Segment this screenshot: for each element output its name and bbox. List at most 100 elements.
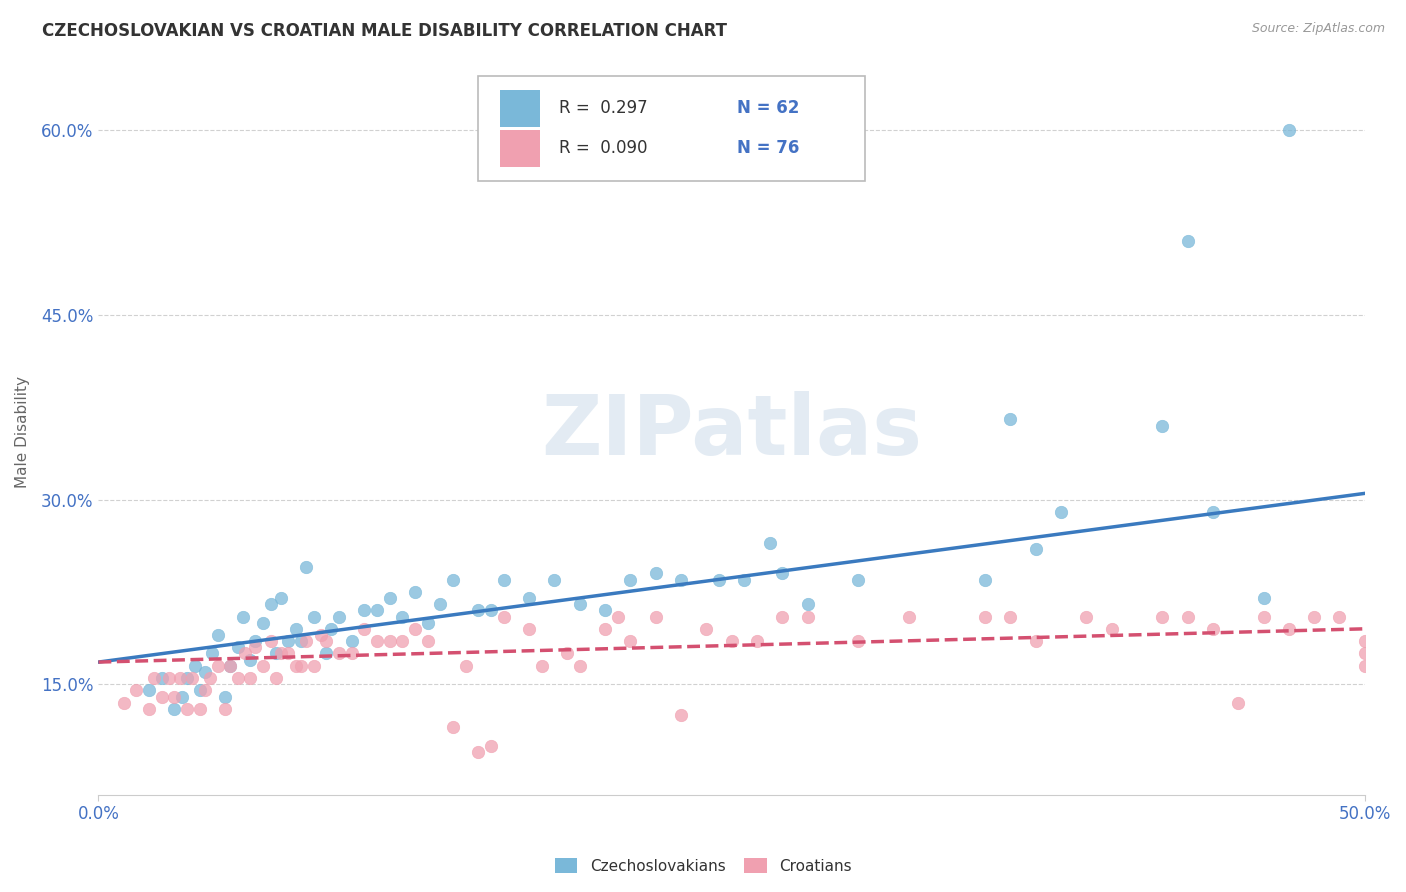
Point (404, 585, 426, 599)
Point (429, 597, 451, 611)
Point (770, 566, 793, 581)
Point (669, 573, 692, 587)
Point (1329, 609, 1351, 624)
Point (353, 622, 375, 636)
Text: N = 76: N = 76 (737, 139, 799, 158)
Point (745, 634, 768, 648)
Text: Source: ZipAtlas.com: Source: ZipAtlas.com (1251, 22, 1385, 36)
Point (260, 634, 283, 648)
Point (277, 634, 299, 648)
Point (138, 702, 160, 716)
Point (245, 634, 267, 648)
Point (1177, 234, 1199, 248)
Point (302, 609, 325, 624)
Point (467, 745, 489, 759)
Point (321, 622, 343, 636)
Point (593, 603, 616, 617)
Point (235, 647, 257, 661)
Point (378, 591, 401, 605)
Point (285, 658, 308, 673)
Point (669, 708, 692, 723)
Point (1202, 622, 1225, 636)
Point (163, 690, 186, 704)
Point (1152, 418, 1174, 433)
Point (517, 622, 540, 636)
Point (245, 640, 267, 655)
Text: CZECHOSLOVAKIAN VS CROATIAN MALE DISABILITY CORRELATION CHART: CZECHOSLOVAKIAN VS CROATIAN MALE DISABIL… (42, 22, 727, 40)
Point (1025, 541, 1047, 556)
Point (315, 634, 337, 648)
Text: R =  0.090: R = 0.090 (560, 139, 648, 158)
Point (252, 615, 274, 630)
Point (1253, 609, 1275, 624)
Point (846, 634, 869, 648)
Point (277, 647, 299, 661)
Point (695, 622, 717, 636)
Point (270, 647, 292, 661)
Point (1152, 609, 1174, 624)
Point (1202, 505, 1225, 519)
Point (219, 658, 242, 673)
Point (1278, 123, 1301, 137)
Point (366, 634, 388, 648)
Point (290, 658, 312, 673)
Point (644, 566, 666, 581)
Point (150, 671, 173, 685)
Point (366, 603, 388, 617)
Point (194, 683, 217, 698)
Point (1025, 634, 1047, 648)
Point (252, 658, 274, 673)
Text: N = 62: N = 62 (737, 100, 799, 118)
Point (163, 702, 186, 716)
Point (340, 647, 363, 661)
Point (260, 597, 283, 611)
Point (707, 573, 730, 587)
Point (796, 597, 818, 611)
Point (353, 603, 375, 617)
FancyBboxPatch shape (478, 76, 865, 181)
Point (517, 591, 540, 605)
Point (593, 622, 616, 636)
Point (239, 652, 262, 666)
Point (315, 647, 337, 661)
Point (232, 609, 254, 624)
Point (543, 573, 565, 587)
Point (270, 591, 292, 605)
Point (1354, 658, 1376, 673)
Point (169, 671, 191, 685)
Point (1253, 591, 1275, 605)
Text: ZIPatlas: ZIPatlas (541, 392, 922, 472)
Point (441, 573, 464, 587)
Point (188, 683, 211, 698)
Point (391, 609, 413, 624)
Point (1303, 609, 1326, 624)
Point (758, 535, 780, 549)
Point (194, 665, 217, 679)
Point (214, 690, 236, 704)
Point (796, 609, 818, 624)
Point (112, 696, 135, 710)
Point (404, 622, 426, 636)
Point (125, 683, 148, 698)
Point (207, 628, 229, 642)
Point (1227, 696, 1250, 710)
Point (467, 603, 489, 617)
Point (176, 702, 198, 716)
Point (1076, 609, 1098, 624)
Point (183, 658, 205, 673)
Point (441, 720, 464, 734)
Point (974, 609, 997, 624)
Point (138, 683, 160, 698)
Point (226, 671, 249, 685)
Point (1101, 622, 1123, 636)
Point (207, 658, 229, 673)
Point (416, 634, 439, 648)
Point (198, 671, 221, 685)
Point (285, 622, 308, 636)
Point (492, 609, 515, 624)
Bar (501, 90, 540, 127)
Legend: Czechoslovakians, Croatians: Czechoslovakians, Croatians (548, 852, 858, 880)
Point (226, 640, 249, 655)
Point (311, 628, 333, 642)
Point (302, 658, 325, 673)
